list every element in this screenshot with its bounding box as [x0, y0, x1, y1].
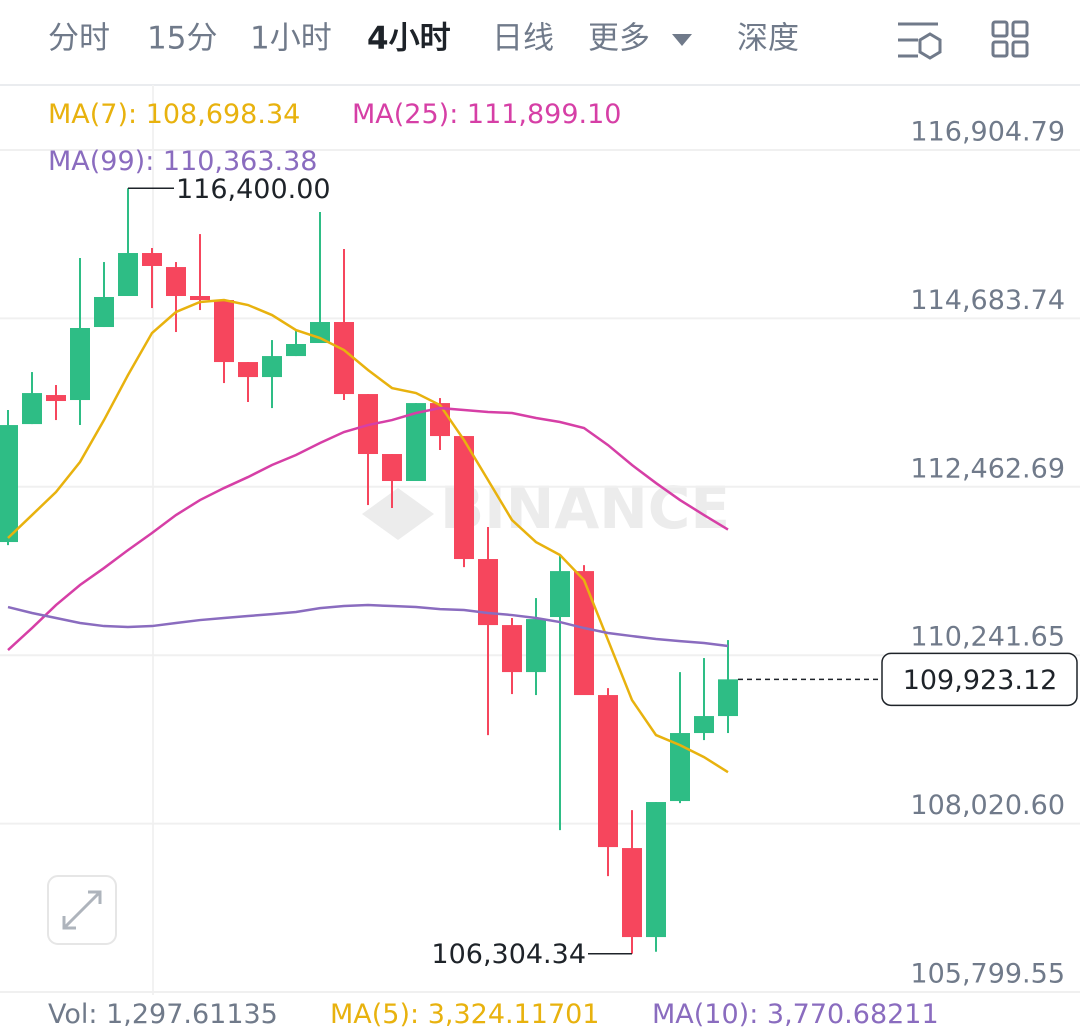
last-price-box: [881, 652, 1078, 707]
y-tick-label: 108,020.60: [910, 790, 1065, 821]
legend-separator: :: [128, 99, 146, 130]
annotation-label: 106,304.34: [431, 939, 586, 970]
candle-body: [286, 344, 306, 357]
volume-legend-entry: MA(5): 3,324.11701: [330, 999, 599, 1030]
candle-body: [454, 436, 474, 560]
volume-legend-entry: Vol: 1,297.61135: [48, 999, 278, 1030]
dropdown-arrow[interactable]: [672, 34, 692, 46]
candle-body: [190, 296, 210, 301]
candle-body: [142, 253, 162, 266]
candle-body: [262, 356, 282, 378]
candle-body: [334, 322, 354, 395]
candle-body: [598, 695, 618, 848]
volume-legend-name: Vol: [48, 999, 88, 1030]
y-tick-label: 105,799.55: [910, 959, 1065, 990]
tab[interactable]: 深度: [737, 21, 799, 57]
candle-body: [694, 716, 714, 734]
settings-icon[interactable]: [898, 22, 942, 60]
legend-separator: :: [410, 999, 428, 1030]
y-tick-label: 110,241.65: [910, 622, 1065, 653]
candle-body: [406, 403, 426, 482]
legend-name: MA(7): [48, 99, 128, 130]
volume-legend-name: MA(10): [652, 999, 749, 1030]
legend-separator: :: [88, 999, 106, 1030]
legend-value: 111,899.10: [467, 99, 622, 130]
legend-value: 108,698.34: [146, 99, 301, 130]
volume-legend-value: 3,770.68211: [767, 999, 939, 1030]
candle-body: [238, 362, 258, 378]
legend-separator: :: [145, 146, 163, 177]
candle-body: [670, 733, 690, 802]
watermark-logo: [362, 488, 434, 540]
candle-body: [382, 454, 402, 482]
candle-body: [526, 619, 546, 673]
layout-icon[interactable]: [991, 20, 1029, 58]
tab[interactable]: 15分: [147, 21, 217, 57]
candle-body: [574, 571, 594, 696]
tab[interactable]: 分时: [48, 21, 110, 57]
tab[interactable]: 4小时: [367, 21, 451, 57]
ma-line: [7, 603, 729, 648]
candle-body: [0, 425, 18, 543]
candle-body: [478, 559, 498, 626]
last-price-label: 109,923.12: [903, 665, 1058, 696]
candle-body: [310, 322, 330, 344]
watermark: BINANCE: [440, 474, 730, 542]
y-tick-label: 112,462.69: [910, 453, 1065, 484]
legend-value: 110,363.38: [163, 146, 318, 177]
tab[interactable]: 1小时: [250, 21, 332, 57]
candle-body: [70, 328, 90, 401]
volume-legend-value: 1,297.61135: [106, 999, 278, 1030]
candle-body: [22, 393, 42, 425]
volume-legend-name: MA(5): [330, 999, 410, 1030]
annotation-label: 116,400.00: [176, 174, 331, 205]
candle-body: [94, 296, 114, 328]
candle-body: [646, 802, 666, 938]
y-tick-label: 114,683.74: [910, 285, 1065, 316]
candle-body: [502, 625, 522, 673]
legend-entry: MA(7): 108,698.34: [48, 99, 300, 130]
tab[interactable]: 日线: [492, 21, 554, 57]
legend-name: MA(99): [48, 146, 145, 177]
expand-button[interactable]: [47, 875, 117, 945]
candle-body: [118, 253, 138, 297]
legend-entry: MA(99): 110,363.38: [48, 146, 317, 177]
candle-body: [550, 571, 570, 618]
candle-body: [166, 267, 186, 297]
candle-body: [214, 300, 234, 363]
ma-line: [7, 406, 729, 652]
legend-name: MA(25): [352, 99, 449, 130]
ma-line: [7, 298, 729, 774]
legend-separator: :: [449, 99, 467, 130]
legend-separator: :: [749, 999, 767, 1030]
candle-body: [46, 395, 66, 402]
volume-legend-value: 3,324.11701: [428, 999, 600, 1030]
volume-legend-entry: MA(10): 3,770.68211: [652, 999, 939, 1030]
y-tick-label: 116,904.79: [910, 116, 1065, 147]
candle-body: [718, 679, 738, 717]
tab[interactable]: 更多: [588, 21, 650, 57]
candle-body: [622, 848, 642, 938]
legend-entry: MA(25): 111,899.10: [352, 99, 621, 130]
